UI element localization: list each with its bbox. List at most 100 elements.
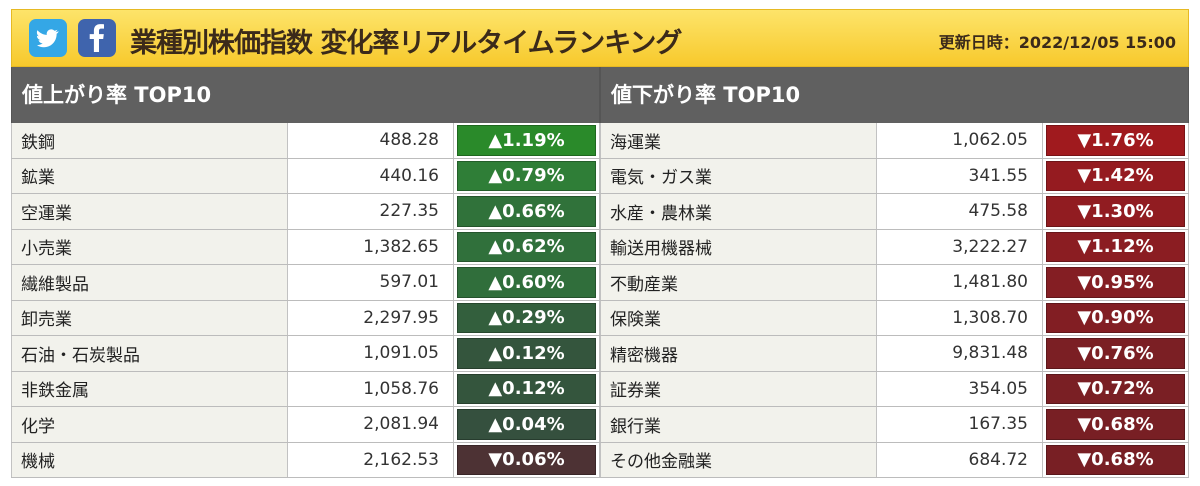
table-row[interactable]: 海運業 1,062.05 ▼1.76% [600, 123, 1189, 159]
change-cell: ▼1.30% [1043, 194, 1189, 229]
change-badge: ▲0.62% [457, 231, 596, 262]
change-cell: ▲0.66% [454, 194, 600, 229]
change-badge: ▼0.68% [1046, 409, 1185, 440]
index-value: 440.16 [288, 158, 454, 193]
sector-name: 銀行業 [600, 407, 877, 442]
index-value: 9,831.48 [877, 336, 1043, 371]
sector-name: 化学 [11, 407, 288, 442]
change-cell: ▼0.95% [1043, 265, 1189, 300]
change-badge: ▲0.60% [457, 267, 596, 298]
table-row[interactable]: 電気・ガス業 341.55 ▼1.42% [600, 158, 1189, 194]
table-row[interactable]: 精密機器 9,831.48 ▼0.76% [600, 336, 1189, 372]
sector-name: その他金融業 [600, 442, 877, 477]
table-row[interactable]: 水産・農林業 475.58 ▼1.30% [600, 194, 1189, 230]
header-bar: 業種別株価指数 変化率リアルタイムランキング 更新日時：2022/12/05 1… [11, 9, 1189, 67]
gainers-heading: 値上がり率 TOP10 [11, 67, 600, 123]
index-value: 341.55 [877, 158, 1043, 193]
table-row[interactable]: 繊維製品 597.01 ▲0.60% [11, 265, 600, 301]
index-value: 167.35 [877, 407, 1043, 442]
change-cell: ▲0.04% [454, 407, 600, 442]
index-value: 354.05 [877, 371, 1043, 406]
update-timestamp: 更新日時：2022/12/05 15:00 [938, 33, 1176, 52]
change-cell: ▼0.76% [1043, 336, 1189, 371]
table-row[interactable]: 非鉄金属 1,058.76 ▲0.12% [11, 371, 600, 407]
sector-name: 保険業 [600, 300, 877, 335]
change-cell: ▼1.76% [1043, 123, 1189, 158]
change-badge: ▼0.72% [1046, 373, 1185, 404]
sector-name: 石油・石炭製品 [11, 336, 288, 371]
sector-name: 水産・農林業 [600, 194, 877, 229]
table-row[interactable]: 証券業 354.05 ▼0.72% [600, 371, 1189, 407]
index-value: 1,091.05 [288, 336, 454, 371]
index-value: 1,062.05 [877, 123, 1043, 158]
losers-panel: 値下がり率 TOP10 海運業 1,062.05 ▼1.76% 電気・ガス業 341.5… [600, 67, 1189, 478]
table-row[interactable]: 卸売業 2,297.95 ▲0.29% [11, 300, 600, 336]
change-badge: ▲1.19% [457, 125, 596, 156]
sector-name: 不動産業 [600, 265, 877, 300]
change-cell: ▼1.42% [1043, 158, 1189, 193]
sector-name: 海運業 [600, 123, 877, 158]
sector-name: 空運業 [11, 194, 288, 229]
change-cell: ▲1.19% [454, 123, 600, 158]
twitter-icon[interactable] [29, 19, 67, 57]
table-row[interactable]: 鉱業 440.16 ▲0.79% [11, 158, 600, 194]
table-row[interactable]: その他金融業 684.72 ▼0.68% [600, 442, 1189, 478]
index-value: 1,058.76 [288, 371, 454, 406]
change-cell: ▼0.72% [1043, 371, 1189, 406]
change-cell: ▼0.06% [454, 442, 600, 477]
facebook-icon[interactable] [78, 19, 116, 57]
change-badge: ▼1.30% [1046, 196, 1185, 227]
change-cell: ▼0.68% [1043, 442, 1189, 477]
index-value: 1,481.80 [877, 265, 1043, 300]
change-cell: ▲0.60% [454, 265, 600, 300]
sector-name: 繊維製品 [11, 265, 288, 300]
change-badge: ▲0.29% [457, 302, 596, 333]
index-value: 488.28 [288, 123, 454, 158]
change-badge: ▼1.42% [1046, 160, 1185, 191]
change-cell: ▲0.12% [454, 336, 600, 371]
change-badge: ▼0.90% [1046, 302, 1185, 333]
sector-name: 鉄鋼 [11, 123, 288, 158]
ranking-widget: 業種別株価指数 変化率リアルタイムランキング 更新日時：2022/12/05 1… [11, 9, 1189, 481]
table-row[interactable]: 輸送用機器械 3,222.27 ▼1.12% [600, 229, 1189, 265]
index-value: 597.01 [288, 265, 454, 300]
index-value: 2,081.94 [288, 407, 454, 442]
change-cell: ▲0.12% [454, 371, 600, 406]
index-value: 684.72 [877, 442, 1043, 477]
table-row[interactable]: 鉄鋼 488.28 ▲1.19% [11, 123, 600, 159]
sector-name: 卸売業 [11, 300, 288, 335]
sector-name: 小売業 [11, 229, 288, 264]
index-value: 1,308.70 [877, 300, 1043, 335]
change-badge: ▲0.12% [457, 373, 596, 404]
change-badge: ▲0.04% [457, 409, 596, 440]
change-badge: ▼0.95% [1046, 267, 1185, 298]
change-badge: ▼0.68% [1046, 444, 1185, 475]
change-badge: ▼1.76% [1046, 125, 1185, 156]
table-row[interactable]: 不動産業 1,481.80 ▼0.95% [600, 265, 1189, 301]
sector-name: 非鉄金属 [11, 371, 288, 406]
change-cell: ▼0.68% [1043, 407, 1189, 442]
index-value: 475.58 [877, 194, 1043, 229]
change-badge: ▲0.66% [457, 196, 596, 227]
change-cell: ▼1.12% [1043, 229, 1189, 264]
page-title: 業種別株価指数 変化率リアルタイムランキング [130, 28, 682, 59]
change-cell: ▲0.62% [454, 229, 600, 264]
index-value: 3,222.27 [877, 229, 1043, 264]
table-row[interactable]: 化学 2,081.94 ▲0.04% [11, 407, 600, 443]
sector-name: 輸送用機器械 [600, 229, 877, 264]
table-row[interactable]: 保険業 1,308.70 ▼0.90% [600, 300, 1189, 336]
gainers-list: 鉄鋼 488.28 ▲1.19% 鉱業 440.16 ▲0.79% 空運業 227.35 ▲0.… [11, 123, 600, 478]
change-cell: ▲0.29% [454, 300, 600, 335]
index-value: 2,297.95 [288, 300, 454, 335]
table-row[interactable]: 石油・石炭製品 1,091.05 ▲0.12% [11, 336, 600, 372]
table-row[interactable]: 小売業 1,382.65 ▲0.62% [11, 229, 600, 265]
index-value: 1,382.65 [288, 229, 454, 264]
change-cell: ▼0.90% [1043, 300, 1189, 335]
sector-name: 電気・ガス業 [600, 158, 877, 193]
table-row[interactable]: 空運業 227.35 ▲0.66% [11, 194, 600, 230]
table-row[interactable]: 機械 2,162.53 ▼0.06% [11, 442, 600, 478]
losers-list: 海運業 1,062.05 ▼1.76% 電気・ガス業 341.55 ▼1.42% 水産・農林… [600, 123, 1189, 478]
table-row[interactable]: 銀行業 167.35 ▼0.68% [600, 407, 1189, 443]
change-badge: ▼0.06% [457, 444, 596, 475]
change-badge: ▼1.12% [1046, 231, 1185, 262]
